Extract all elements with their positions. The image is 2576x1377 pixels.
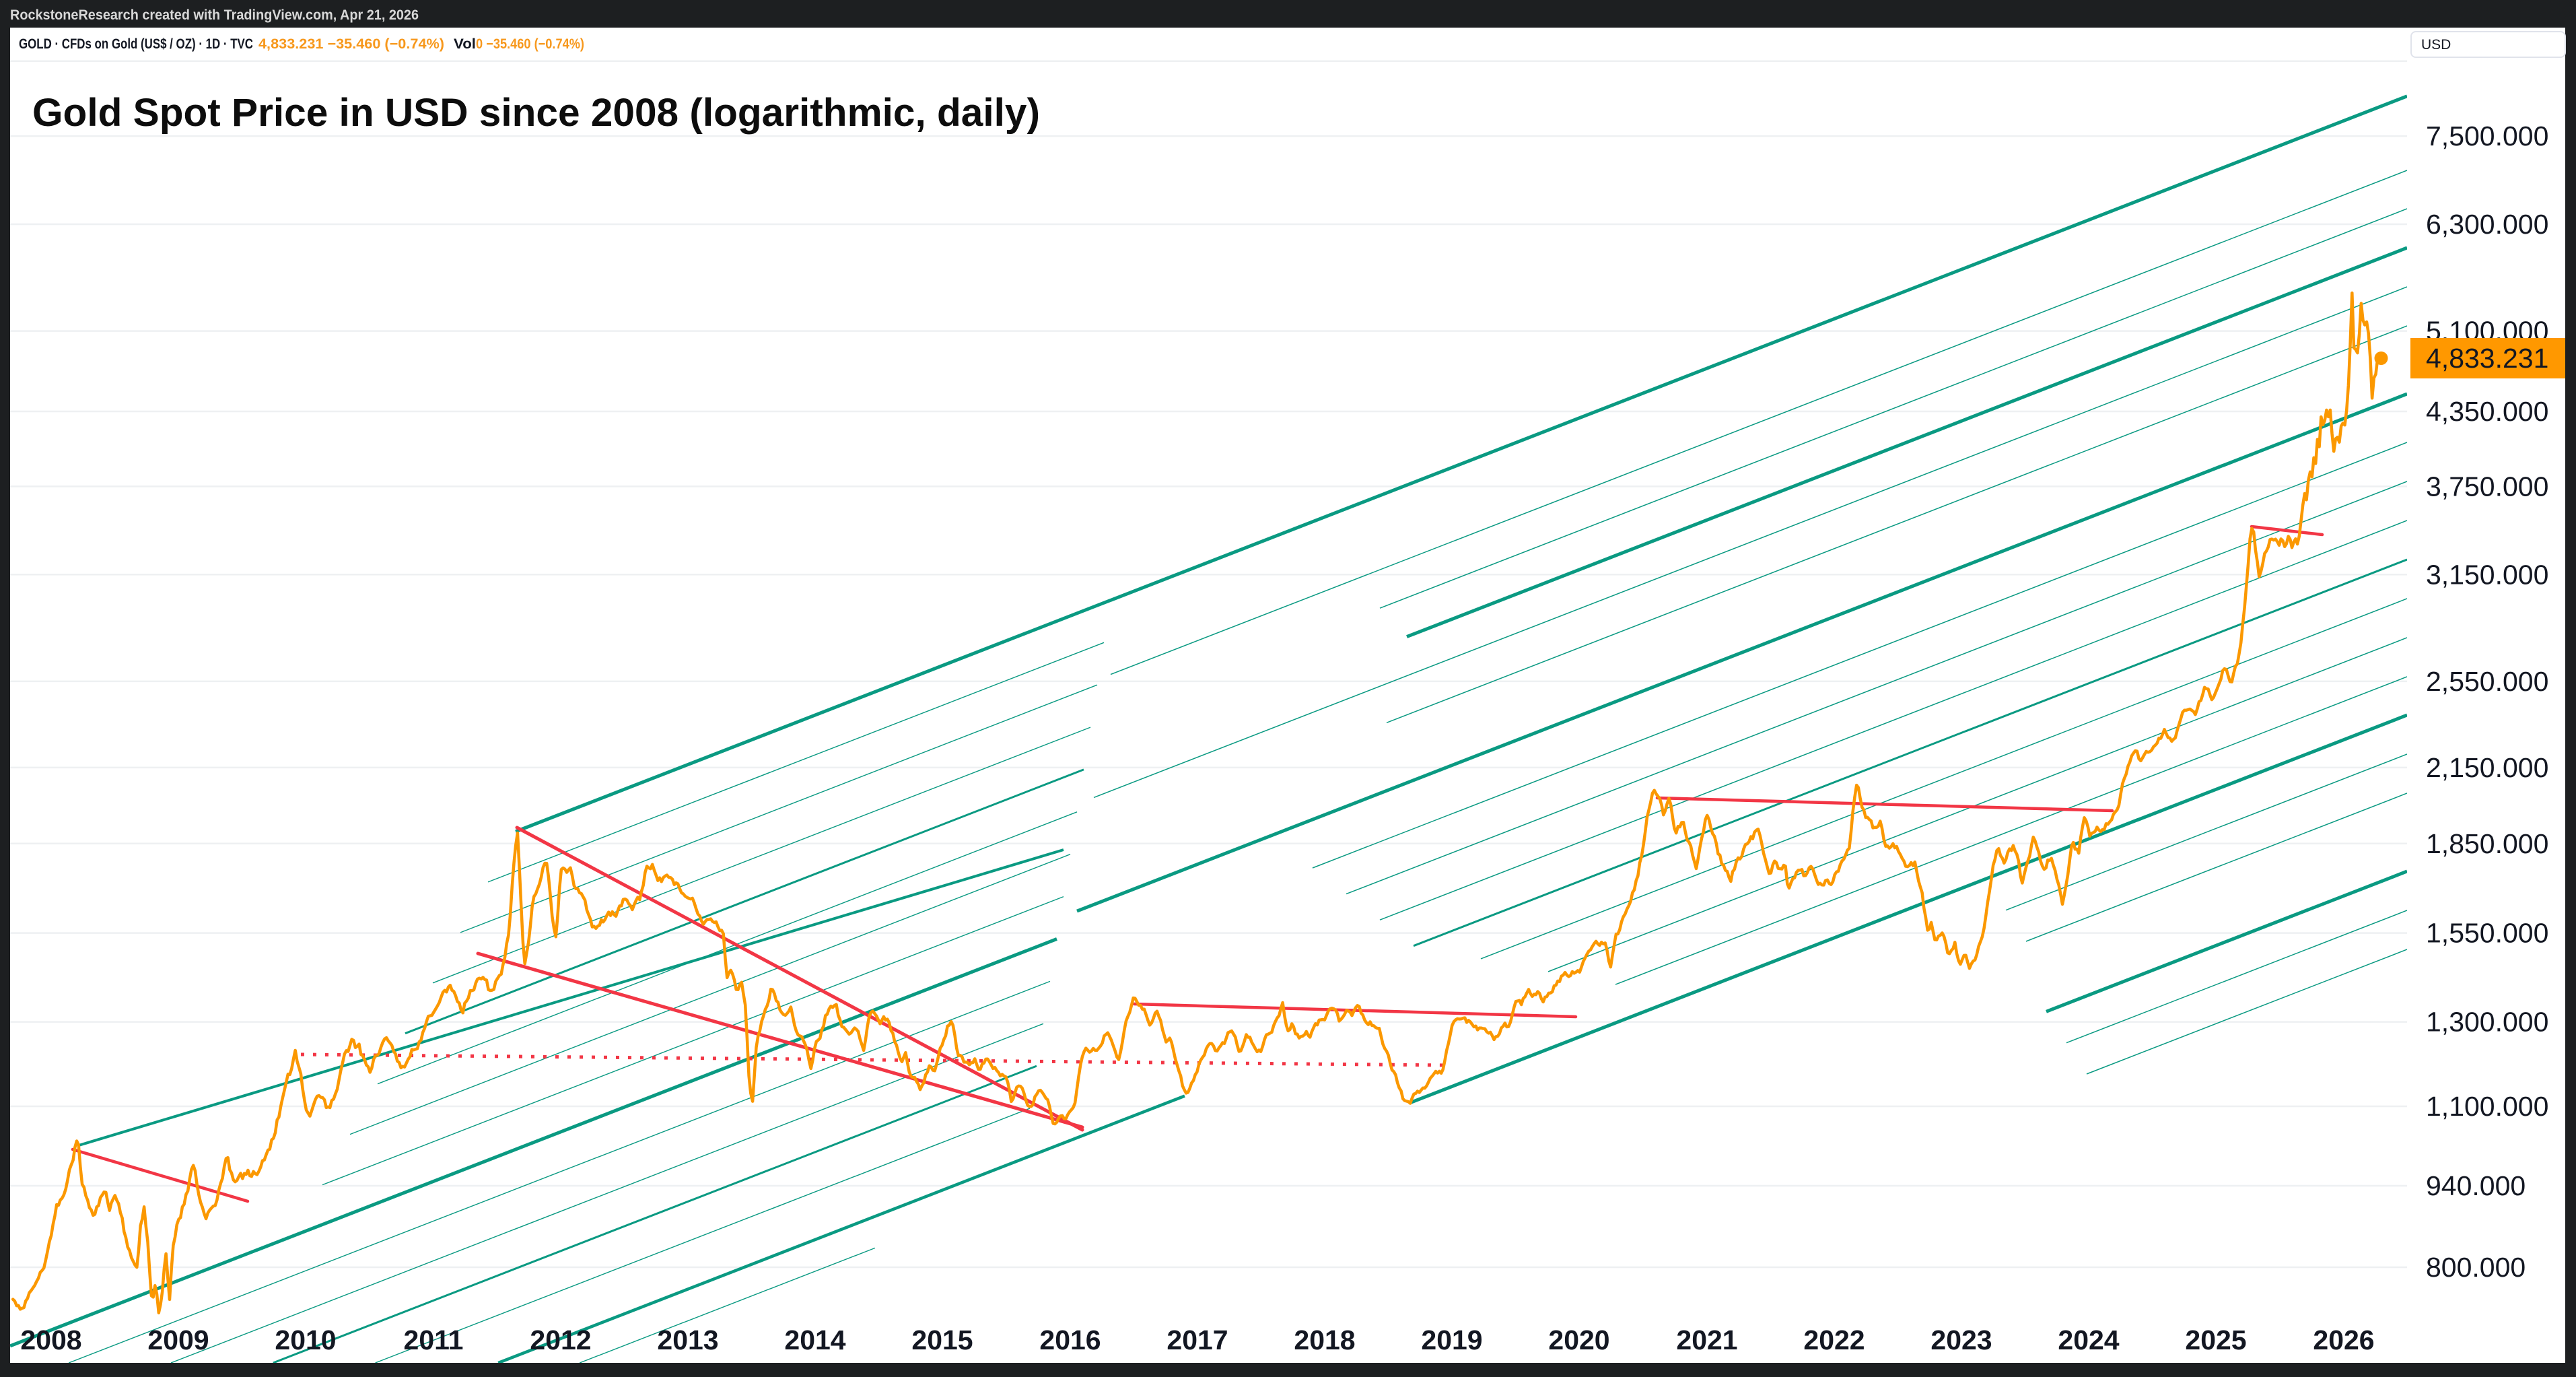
svg-text:2010: 2010 [275,1324,336,1355]
svg-text:2025: 2025 [2185,1324,2246,1355]
svg-text:1,100.000: 1,100.000 [2426,1091,2548,1122]
svg-text:2,550.000: 2,550.000 [2426,666,2548,697]
svg-text:2016: 2016 [1039,1324,1101,1355]
svg-text:2019: 2019 [1421,1324,1482,1355]
svg-text:1,550.000: 1,550.000 [2426,918,2548,949]
svg-text:2024: 2024 [2058,1324,2119,1355]
svg-text:4,833.231 −35.460 (−0.74%): 4,833.231 −35.460 (−0.74%) [258,36,444,52]
svg-text:Gold Spot Price in USD since 2: Gold Spot Price in USD since 2008 (logar… [32,91,1040,135]
svg-text:2022: 2022 [1803,1324,1865,1355]
svg-text:2018: 2018 [1294,1324,1355,1355]
svg-text:3,150.000: 3,150.000 [2426,559,2548,590]
svg-text:2015: 2015 [911,1324,973,1355]
svg-text:2021: 2021 [1676,1324,1737,1355]
svg-text:2011: 2011 [404,1324,464,1355]
svg-text:2023: 2023 [1930,1324,1992,1355]
svg-text:2012: 2012 [530,1324,591,1355]
svg-text:4,350.000: 4,350.000 [2426,396,2548,427]
svg-text:3,750.000: 3,750.000 [2426,471,2548,502]
svg-text:4,833.231: 4,833.231 [2426,343,2548,374]
svg-text:6,300.000: 6,300.000 [2426,209,2548,240]
svg-text:1,300.000: 1,300.000 [2426,1007,2548,1038]
svg-text:2017: 2017 [1167,1324,1228,1355]
svg-text:2009: 2009 [147,1324,209,1355]
svg-text:Vol: Vol [454,36,476,52]
svg-text:2026: 2026 [2313,1324,2374,1355]
svg-text:2008: 2008 [20,1324,81,1355]
svg-text:940.000: 940.000 [2426,1170,2526,1201]
svg-text:800.000: 800.000 [2426,1252,2526,1283]
svg-text:USD: USD [2421,37,2451,53]
svg-text:RockstoneResearch created with: RockstoneResearch created with TradingVi… [10,7,419,23]
svg-text:2014: 2014 [784,1324,845,1355]
svg-text:2020: 2020 [1548,1324,1609,1355]
svg-text:2013: 2013 [657,1324,718,1355]
svg-text:2,150.000: 2,150.000 [2426,752,2548,783]
svg-text:0 −35.460 (−0.74%): 0 −35.460 (−0.74%) [476,36,584,52]
svg-text:GOLD · CFDs on Gold (US$ / OZ): GOLD · CFDs on Gold (US$ / OZ) · 1D · TV… [19,36,253,52]
svg-text:1,850.000: 1,850.000 [2426,828,2548,859]
svg-text:7,500.000: 7,500.000 [2426,121,2548,152]
